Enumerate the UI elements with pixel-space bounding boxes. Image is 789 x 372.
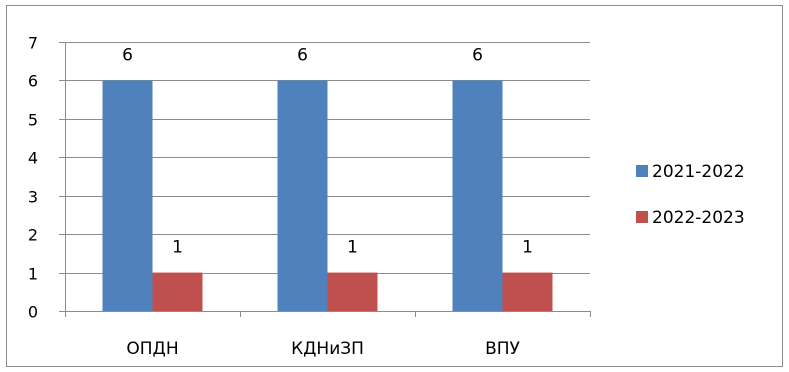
y-axis-tick-labels: 0 1 2 3 4 5 6 7 <box>28 34 65 322</box>
bars <box>102 80 553 311</box>
bar-series2 <box>502 272 553 311</box>
legend-swatch <box>636 165 648 177</box>
bar-series2 <box>152 272 203 311</box>
y-tick-label: 2 <box>28 226 38 245</box>
data-label: 1 <box>347 238 358 258</box>
y-tick-label: 1 <box>28 265 38 284</box>
data-label: 6 <box>297 45 308 65</box>
bar-series2 <box>327 272 378 311</box>
data-label: 6 <box>472 45 483 65</box>
x-tick-label: КДНиЗП <box>291 339 364 359</box>
y-tick-label: 3 <box>28 188 38 207</box>
legend-label: 2021-2022 <box>652 162 745 182</box>
bar-series1 <box>102 80 153 311</box>
data-label: 6 <box>122 45 133 65</box>
x-tick-label: ОПДН <box>126 339 178 359</box>
legend: 2021-2022 2022-2023 <box>636 162 745 228</box>
data-labels: 6 1 6 1 6 1 <box>122 45 533 257</box>
legend-swatch <box>636 211 648 223</box>
y-tick-label: 0 <box>28 303 38 322</box>
data-label: 1 <box>172 238 183 258</box>
y-tick-label: 5 <box>28 111 38 130</box>
data-label: 1 <box>522 238 533 258</box>
x-axis: ОПДН КДНиЗП ВПУ <box>65 42 591 359</box>
bar-series1 <box>277 80 328 311</box>
y-tick-label: 7 <box>28 34 38 53</box>
bar-series1 <box>452 80 503 311</box>
legend-label: 2022-2023 <box>652 208 745 228</box>
y-tick-label: 4 <box>28 149 38 168</box>
x-tick-label: ВПУ <box>485 339 520 359</box>
y-tick-label: 6 <box>28 72 38 91</box>
